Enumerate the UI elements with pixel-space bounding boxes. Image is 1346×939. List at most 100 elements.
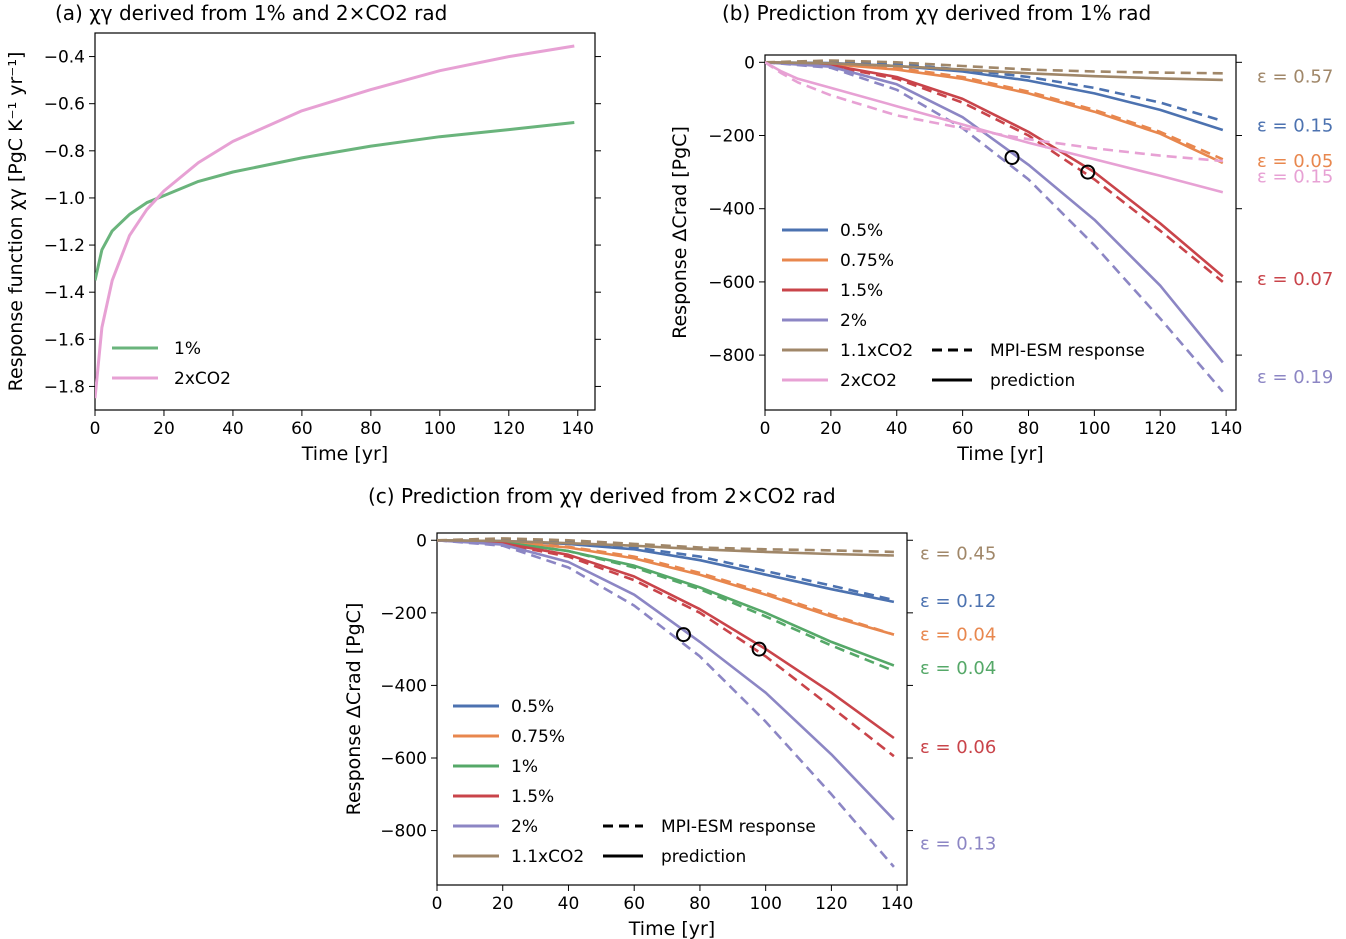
epsilon-label: ε = 0.13 [920,833,996,854]
y-tick-label: −1.2 [44,236,85,256]
x-tick-label: 80 [360,419,382,439]
chart-title-c: (c) Prediction from χγ derived from 2×CO… [368,484,836,508]
plot-area-b [765,59,1224,393]
x-tick-label: 0 [760,419,771,439]
y-axis-label: Response ΔCrad [PgC] [343,603,365,816]
plot-area-a [95,44,575,399]
y-tick-label: −0.6 [44,95,85,115]
series-mpi-2xCO2 [765,61,1223,163]
plot-frame-b [764,54,1237,411]
legend-label: 1% [511,757,538,777]
x-tick-label: 140 [881,894,913,914]
series-prediction-1% [437,539,895,667]
series-mpi-1.5% [437,539,895,758]
x-tick-label: 20 [153,419,175,439]
epsilon-label: ε = 0.07 [1257,269,1333,290]
series-mpi-2% [765,61,1224,393]
style-legend-label: prediction [661,847,746,867]
x-tick-label: 100 [749,894,781,914]
y-axis-label: Response ΔCrad [PgC] [669,126,691,339]
y-axis-label: Response function χγ [PgC K⁻¹ yr⁻¹] [5,52,27,392]
epsilon-label: ε = 0.05 [1257,151,1333,172]
series-prediction-2% [437,539,895,821]
series-mpi-0.75% [437,539,895,636]
y-tick-label: −1.8 [44,377,85,397]
x-tick-label: 80 [689,894,711,914]
y-tick-label: 0 [744,53,755,73]
y-tick-label: −200 [708,127,755,147]
style-legend-label: MPI-ESM response [661,817,816,837]
threshold-marker [1004,149,1020,165]
x-tick-label: 20 [820,419,842,439]
x-axis-label: Time [yr] [301,443,388,465]
x-tick-label: 120 [493,419,525,439]
panel-a: (a) χγ derived from 1% and 2×CO2 rad 0 20 4… [5,1,601,465]
epsilon-label: ε = 0.12 [920,591,996,612]
style-legend-label: prediction [990,371,1075,391]
plot-frame-c [436,532,908,886]
series-line-1% [95,121,575,281]
epsilon-label: ε = 0.15 [1257,167,1333,188]
y-tick-label: 0 [416,531,427,551]
chart-title-b: (b) Prediction from χγ derived from 1% r… [722,1,1151,25]
x-tick-label: 120 [1144,419,1176,439]
x-tick-label: 60 [623,894,645,914]
chart-title-a: (a) χγ derived from 1% and 2×CO2 rad [55,1,447,25]
series-mpi-2% [437,539,895,868]
y-tick-label: −0.8 [44,142,85,162]
y-tick-label: −1.6 [44,330,85,350]
x-tick-label: 0 [90,419,101,439]
legend-label: 0.5% [511,697,554,717]
panel-c: (c) Prediction from χγ derived from 2×CO… [343,484,996,939]
series-mpi-1% [437,539,895,673]
series-mpi-0.5% [765,61,1224,123]
plot-area-c [437,537,895,868]
x-tick-label: 60 [291,419,313,439]
epsilon-label: ε = 0.57 [1257,67,1333,88]
legend-label: 0.75% [840,251,894,271]
x-tick-label: 140 [1210,419,1242,439]
y-tick-label: −0.4 [44,48,85,68]
series-line-2xCO2 [95,44,575,399]
epsilon-label: ε = 0.19 [1257,367,1333,388]
plot-frame-a [94,32,596,411]
series-mpi-1.5% [765,61,1224,283]
epsilon-label: ε = 0.15 [1257,115,1333,136]
epsilon-label: ε = 0.04 [920,658,996,679]
series-prediction-1.5% [437,539,895,740]
x-tick-label: 100 [424,419,456,439]
series-mpi-0.75% [765,61,1224,161]
legend-label: 1.1xCO2 [840,341,913,361]
y-tick-label: −800 [380,822,427,842]
x-tick-label: 40 [222,419,244,439]
series-prediction-1.5% [765,61,1224,278]
epsilon-label: ε = 0.06 [920,737,996,758]
legend-label: 1% [174,339,201,359]
x-tick-label: 40 [558,894,580,914]
style-legend-label: MPI-ESM response [990,341,1145,361]
x-tick-label: 20 [492,894,514,914]
x-tick-label: 60 [952,419,974,439]
epsilon-label: ε = 0.45 [920,544,996,565]
legend-label: 1.5% [840,281,883,301]
x-tick-label: 0 [432,894,443,914]
legend-label: 2% [511,817,538,837]
y-tick-label: −1.0 [44,189,85,209]
series-prediction-2xCO2 [765,61,1224,194]
legend-label: 2xCO2 [174,369,231,389]
series-mpi-1.1xCO2 [765,59,1223,75]
y-tick-label: −200 [380,604,427,624]
legend-label: 1.5% [511,787,554,807]
x-tick-label: 140 [562,419,594,439]
x-axis-label: Time [yr] [628,918,715,939]
legend-label: 1.1xCO2 [511,847,584,867]
y-tick-label: −1.4 [44,283,85,303]
x-tick-label: 120 [815,894,847,914]
x-tick-label: 100 [1078,419,1110,439]
epsilon-label: ε = 0.04 [920,625,996,646]
series-mpi-1.1xCO2 [437,537,894,554]
threshold-marker [751,641,767,657]
panel-b: (b) Prediction from χγ derived from 1% r… [669,1,1333,465]
x-axis-label: Time [yr] [956,443,1043,465]
